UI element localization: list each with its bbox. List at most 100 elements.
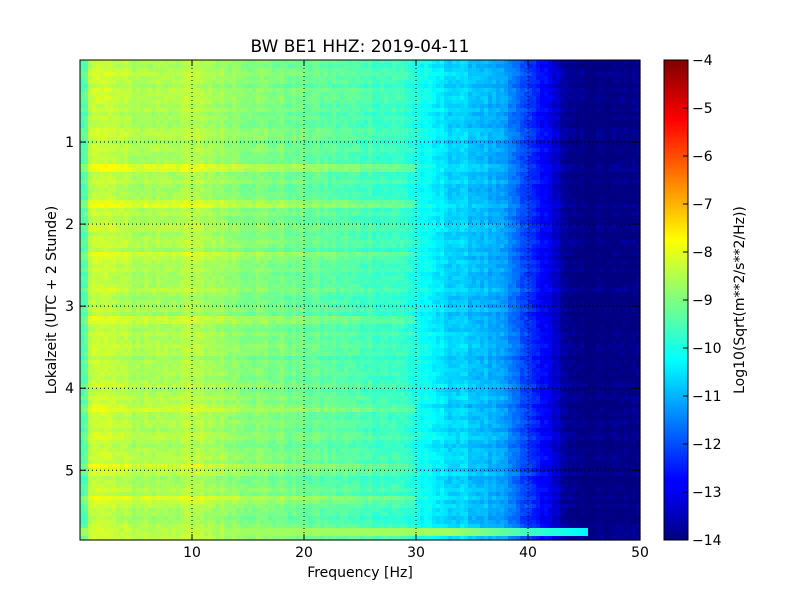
heatmap-cell: [316, 196, 321, 201]
heatmap-cell: [408, 112, 413, 117]
heatmap-cell: [232, 92, 237, 97]
heatmap-cell: [504, 60, 509, 65]
heatmap-cell: [96, 144, 101, 149]
heatmap-cell: [544, 136, 549, 141]
heatmap-cell: [332, 172, 337, 177]
heatmap-cell: [320, 136, 325, 141]
heatmap-cell: [336, 172, 341, 177]
heatmap-cell: [172, 176, 177, 181]
heatmap-cell: [408, 128, 413, 133]
heatmap-cell: [452, 132, 457, 137]
heatmap-cell: [112, 184, 117, 189]
heatmap-cell: [556, 132, 561, 137]
heatmap-cell: [548, 184, 553, 189]
heatmap-cell: [380, 192, 385, 197]
heatmap-cell: [456, 168, 461, 173]
heatmap-cell: [544, 172, 549, 177]
heatmap-cell: [608, 196, 613, 201]
heatmap-cell: [304, 80, 309, 85]
heatmap-cell: [444, 164, 449, 169]
heatmap-cell: [88, 184, 93, 189]
heatmap-cell: [356, 116, 361, 121]
heatmap-cell: [96, 188, 101, 193]
heatmap-cell: [464, 92, 469, 97]
heatmap-cell: [552, 64, 557, 69]
heatmap-cell: [628, 68, 633, 73]
heatmap-cell: [240, 156, 245, 161]
heatmap-cell: [400, 124, 405, 129]
heatmap-cell: [128, 116, 133, 121]
heatmap-cell: [216, 84, 221, 89]
heatmap-cell: [356, 172, 361, 177]
heatmap-cell: [160, 120, 165, 125]
heatmap-cell: [100, 108, 105, 113]
heatmap-cell: [408, 184, 413, 189]
heatmap-cell: [104, 104, 109, 109]
heatmap-cell: [348, 128, 353, 133]
heatmap-cell: [308, 136, 313, 141]
heatmap-cell: [484, 156, 489, 161]
heatmap-cell: [244, 192, 249, 197]
heatmap-cell: [624, 176, 629, 181]
heatmap-cell: [444, 80, 449, 85]
heatmap-cell: [252, 132, 257, 137]
heatmap-cell: [164, 188, 169, 193]
heatmap-cell: [384, 128, 389, 133]
heatmap-cell: [360, 148, 365, 153]
heatmap-cell: [292, 68, 297, 73]
heatmap-cell: [144, 88, 149, 93]
heatmap-cell: [548, 124, 553, 129]
heatmap-cell: [560, 160, 565, 165]
heatmap-cell: [396, 132, 401, 137]
heatmap-cell: [88, 148, 93, 153]
heatmap-cell: [196, 144, 201, 149]
heatmap-cell: [360, 184, 365, 189]
heatmap-cell: [592, 168, 597, 173]
heatmap-cell: [568, 80, 573, 85]
heatmap-cell: [440, 68, 445, 73]
heatmap-cell: [320, 104, 325, 109]
heatmap-cell: [124, 104, 129, 109]
heatmap-cell: [472, 116, 477, 121]
heatmap-cell: [572, 108, 577, 113]
heatmap-cell: [508, 60, 513, 65]
heatmap-cell: [156, 164, 161, 169]
heatmap-cell: [284, 92, 289, 97]
heatmap-cell: [536, 104, 541, 109]
heatmap-cell: [580, 188, 585, 193]
heatmap-cell: [136, 64, 141, 69]
heatmap-cell: [156, 64, 161, 69]
heatmap-cell: [520, 148, 525, 153]
heatmap-cell: [240, 104, 245, 109]
heatmap-cell: [152, 132, 157, 137]
heatmap-cell: [280, 196, 285, 201]
heatmap-cell: [380, 88, 385, 93]
heatmap-cell: [548, 176, 553, 181]
heatmap-cell: [592, 172, 597, 177]
heatmap-cell: [104, 108, 109, 113]
heatmap-cell: [280, 112, 285, 117]
heatmap-cell: [444, 88, 449, 93]
heatmap-cell: [548, 84, 553, 89]
heatmap-cell: [468, 136, 473, 141]
heatmap-cell: [292, 152, 297, 157]
heatmap-cell: [280, 64, 285, 69]
heatmap-cell: [232, 100, 237, 105]
heatmap-cell: [292, 120, 297, 125]
heatmap-cell: [88, 164, 93, 169]
heatmap-cell: [608, 84, 613, 89]
heatmap-cell: [132, 176, 137, 181]
heatmap-cell: [152, 200, 157, 205]
heatmap-cell: [84, 164, 89, 169]
heatmap-cell: [348, 188, 353, 193]
heatmap-cell: [600, 116, 605, 121]
heatmap-cell: [476, 172, 481, 177]
heatmap-cell: [576, 164, 581, 169]
heatmap-cell: [476, 64, 481, 69]
heatmap-cell: [568, 160, 573, 165]
heatmap-cell: [464, 108, 469, 113]
heatmap-cell: [320, 160, 325, 165]
heatmap-cell: [584, 112, 589, 117]
heatmap-cell: [320, 144, 325, 149]
heatmap-cell: [532, 92, 537, 97]
